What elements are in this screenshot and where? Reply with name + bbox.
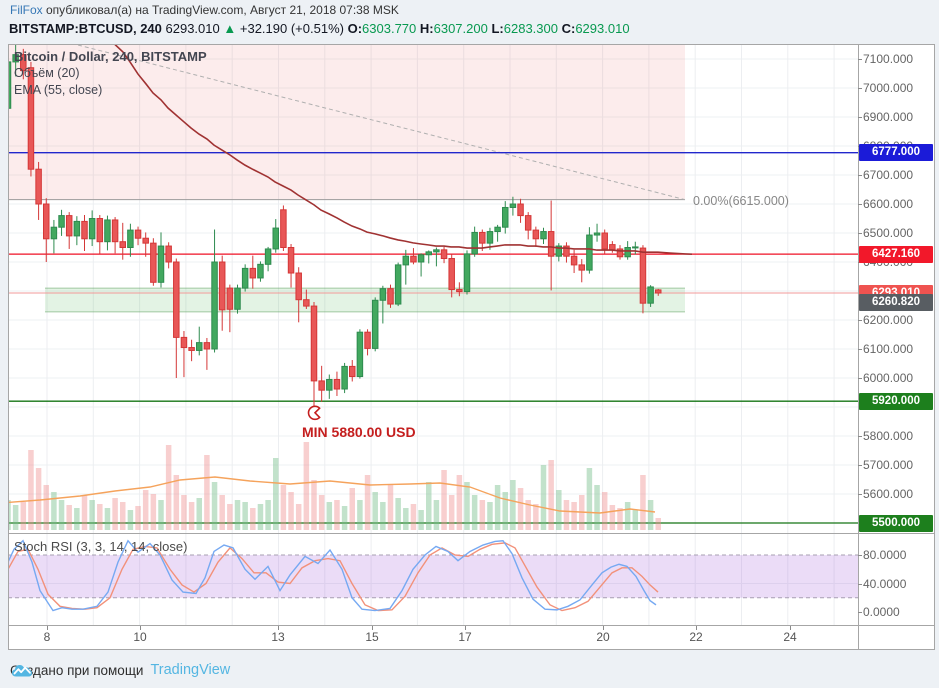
price-tick-label: 5600.000 bbox=[863, 487, 914, 501]
price-level-badge: 5920.000 bbox=[859, 392, 933, 410]
price-tick-label: 5700.000 bbox=[863, 458, 914, 472]
high-value: 6307.200 bbox=[433, 21, 488, 36]
price-tick-label: 7100.000 bbox=[863, 52, 914, 66]
close-label: C: bbox=[561, 21, 576, 36]
price-change: +32.190 (+0.51%) bbox=[239, 21, 344, 36]
price-tick bbox=[858, 320, 862, 321]
price-level-badge: 5500.000 bbox=[859, 514, 933, 532]
publish-byline: FilFox опубликовал(а) на TradingView.com… bbox=[10, 3, 399, 17]
price-level-badge: 6260.820 bbox=[859, 293, 933, 311]
price-tick bbox=[858, 233, 862, 234]
price-tick bbox=[858, 494, 862, 495]
last-price: 6293.010 bbox=[165, 21, 220, 36]
fib-retracement-zone bbox=[8, 44, 686, 201]
stoch-tick-label: 40.0000 bbox=[863, 576, 907, 591]
time-tick-label: 8 bbox=[43, 630, 51, 644]
min-price-annotation: MIN 5880.00 USD bbox=[302, 424, 416, 440]
price-tick bbox=[858, 465, 862, 466]
time-axis-separator bbox=[8, 625, 935, 626]
price-tick-label: 6700.000 bbox=[863, 168, 914, 182]
chart-legend: Bitcoin / Dollar, 240, BITSTAMP Объём (2… bbox=[14, 48, 207, 99]
main-price-pane bbox=[8, 44, 858, 533]
fib-level-label: 0.00%(6615.000) bbox=[693, 194, 789, 208]
change-arrow-icon: ▲ bbox=[223, 21, 237, 36]
stoch-tick bbox=[858, 612, 862, 613]
time-tick bbox=[603, 626, 604, 630]
price-tick bbox=[858, 117, 862, 118]
price-tick bbox=[858, 59, 862, 60]
price-tick bbox=[858, 378, 862, 379]
legend-volume: Объём (20) bbox=[14, 66, 80, 80]
horizontal-level-lines bbox=[8, 152, 858, 524]
symbol-name: BITSTAMP:BTCUSD, 240 bbox=[9, 21, 162, 36]
author-link[interactable]: FilFox bbox=[10, 3, 43, 17]
price-tick-label: 6000.000 bbox=[863, 371, 914, 385]
stoch-band bbox=[8, 555, 858, 598]
tradingview-logo-icon[interactable] bbox=[10, 662, 34, 678]
time-tick bbox=[47, 626, 48, 630]
candlestick-series bbox=[8, 44, 662, 413]
time-tick bbox=[278, 626, 279, 630]
tradingview-link[interactable]: TradingView bbox=[150, 662, 231, 678]
open-label: O: bbox=[347, 21, 363, 36]
time-tick-label: 15 bbox=[365, 630, 379, 644]
time-tick bbox=[465, 626, 466, 630]
price-tick-label: 6600.000 bbox=[863, 197, 914, 211]
stoch-tick bbox=[858, 583, 862, 585]
open-value: 6303.770 bbox=[362, 21, 417, 36]
stoch-tick bbox=[858, 555, 862, 556]
time-tick bbox=[696, 626, 697, 630]
chart-frame-border bbox=[8, 44, 935, 650]
time-tick bbox=[140, 626, 141, 630]
high-label: H: bbox=[419, 21, 434, 36]
price-tick-label: 6900.000 bbox=[863, 110, 914, 124]
price-tick-label: 6100.000 bbox=[863, 342, 914, 356]
legend-ema: EMA (55, close) bbox=[14, 83, 103, 97]
time-tick-label: 13 bbox=[271, 630, 285, 644]
symbol-info-bar: BITSTAMP:BTCUSD, 240 6293.010 ▲ +32.190 … bbox=[9, 21, 630, 36]
stoch-k-line bbox=[8, 539, 657, 612]
price-level-badge: 6777.000 bbox=[859, 144, 933, 162]
byline-text: опубликовал(а) на TradingView.com, Авгус… bbox=[42, 3, 399, 17]
price-tick bbox=[858, 204, 862, 205]
price-tick bbox=[858, 88, 862, 89]
support-zone bbox=[45, 287, 685, 313]
made-with-text: Создано при помощи bbox=[10, 662, 144, 678]
legend-title: Bitcoin / Dollar, 240, BITSTAMP bbox=[14, 49, 207, 64]
time-tick-label: 22 bbox=[689, 630, 703, 644]
time-tick bbox=[790, 626, 791, 630]
time-tick-label: 20 bbox=[596, 630, 610, 644]
time-tick-label: 17 bbox=[458, 630, 472, 644]
volume-bars bbox=[8, 442, 661, 530]
time-tick bbox=[372, 626, 373, 630]
low-value: 6283.300 bbox=[503, 21, 558, 36]
volume-ma-line bbox=[8, 476, 656, 514]
price-axis-separator bbox=[858, 44, 859, 650]
stoch-tick-label: 0.0000 bbox=[863, 605, 900, 619]
pane-separator bbox=[8, 533, 935, 534]
price-tick-label: 5800.000 bbox=[863, 429, 914, 443]
price-tick-label: 7000.000 bbox=[863, 81, 914, 95]
footer: Создано при помощи TradingView bbox=[10, 659, 230, 681]
time-tick-label: 24 bbox=[783, 630, 797, 644]
close-value: 6293.010 bbox=[575, 21, 630, 36]
stoch-rsi-pane bbox=[8, 533, 858, 625]
stoch-rsi-legend: Stoch RSI (3, 3, 14, 14, close) bbox=[14, 539, 188, 554]
price-tick-label: 6500.000 bbox=[863, 226, 914, 240]
min-price-marker-icon bbox=[307, 405, 321, 421]
price-tick bbox=[858, 175, 862, 176]
time-tick-label: 10 bbox=[133, 630, 147, 644]
ema-line bbox=[114, 44, 693, 255]
price-tick bbox=[858, 349, 862, 350]
price-tick bbox=[858, 436, 862, 437]
price-level-badge: 6427.160 bbox=[859, 245, 933, 263]
low-label: L: bbox=[491, 21, 504, 36]
stoch-tick-label: 80.0000 bbox=[863, 548, 907, 562]
price-tick-label: 6200.000 bbox=[863, 313, 914, 327]
